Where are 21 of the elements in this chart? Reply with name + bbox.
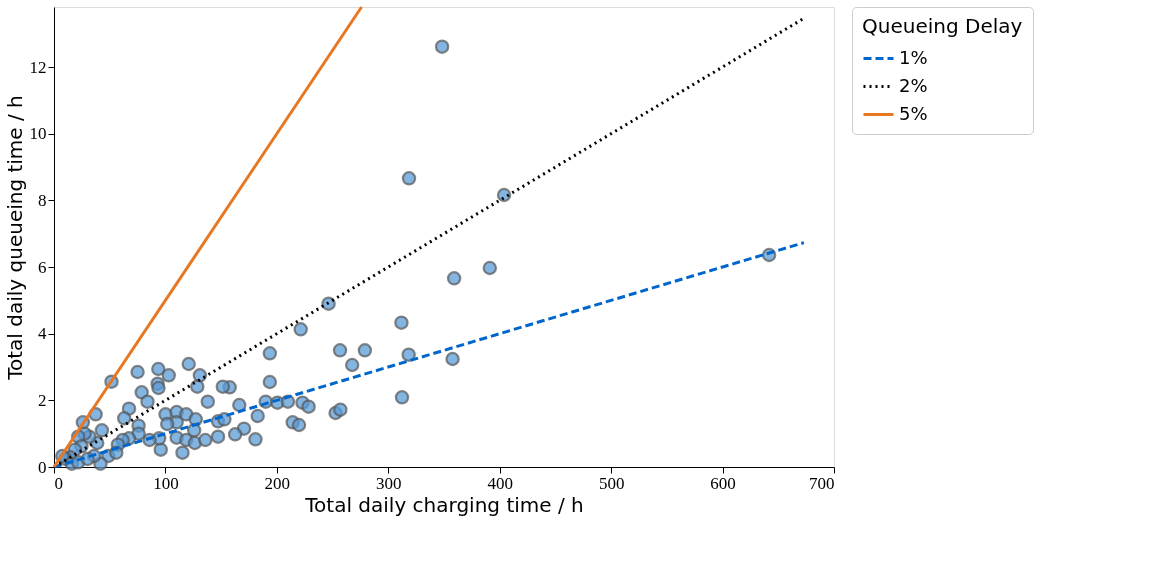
x-tick-label: 500 [598, 473, 625, 493]
y-tick-label: 12 [29, 57, 47, 77]
y-tick-label: 8 [38, 190, 47, 210]
legend-label: 2% [899, 74, 928, 96]
y-tick-label: 4 [38, 324, 47, 344]
y-tick-label: 10 [29, 124, 47, 144]
x-tick-label: 300 [376, 473, 402, 493]
y-axis-title: Total daily queueing time / h [2, 95, 27, 381]
x-tick-label: 200 [264, 473, 291, 493]
y-tick-label: 6 [38, 257, 47, 277]
x-axis-title: Total daily charging time / h [304, 492, 584, 517]
legend-label: 1% [899, 46, 928, 68]
x-tick-label: 400 [487, 473, 513, 493]
legend-label: 5% [899, 102, 928, 124]
x-tick-label: 700 [809, 473, 835, 493]
y-tick-label: 0 [38, 457, 47, 477]
y-tick-label: 2 [38, 390, 47, 410]
x-tick-label: 100 [153, 473, 179, 493]
legend-title: Queueing Delay [862, 14, 1023, 38]
x-tick-label: 0 [54, 473, 63, 493]
x-tick-label: 600 [710, 473, 736, 493]
